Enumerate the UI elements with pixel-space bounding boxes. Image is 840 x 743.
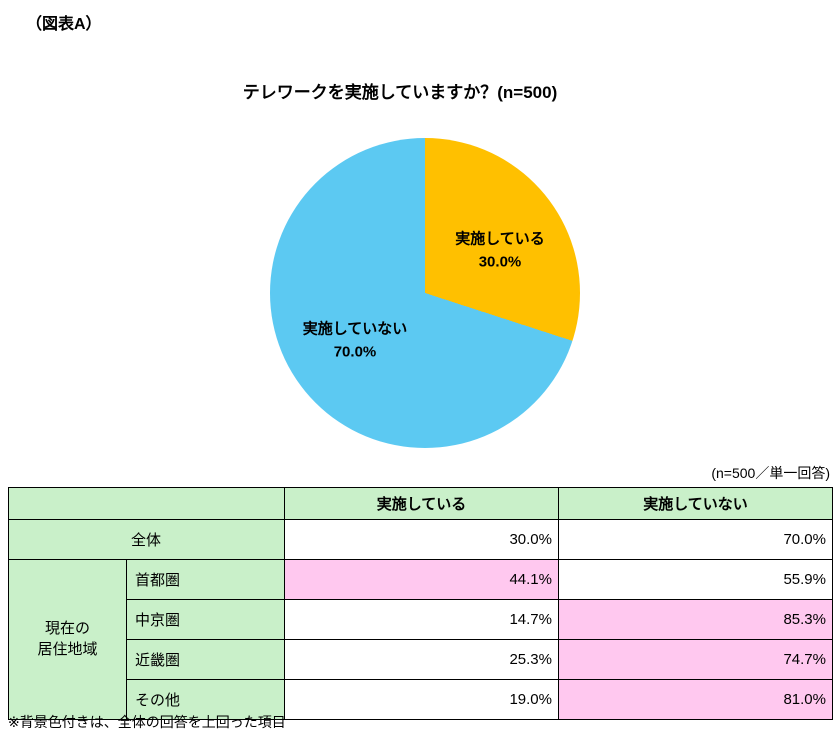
legend-note: ※背景色付きは、全体の回答を上回った項目 <box>8 714 286 730</box>
table-header-row: 実施している 実施していない <box>8 487 833 520</box>
table-row-region: 現在の 居住地域 首都圏 44.1% 55.9% <box>8 559 833 720</box>
cell-overall-no: 70.0% <box>558 519 833 560</box>
table-row-region: その他 19.0% 81.0% <box>9 679 833 720</box>
pie-chart: 実施している 30.0% 実施していない 70.0% <box>270 138 580 448</box>
cell-kinki-yes: 25.3% <box>284 639 559 680</box>
cell-kinki-no: 74.7% <box>558 639 833 680</box>
cell-other-no: 81.0% <box>558 679 833 720</box>
row-label-kinki: 近畿圏 <box>126 639 285 680</box>
pie-slice-no-name: 実施していない <box>302 320 408 338</box>
pie-slice-yes-value: 30.0% <box>478 253 522 270</box>
pie-slice-no-value: 70.0% <box>333 343 377 360</box>
table-row-region: 近畿圏 25.3% 74.7% <box>9 639 833 680</box>
table-row-overall: 全体 30.0% 70.0% <box>8 519 833 560</box>
table-row-region: 中京圏 14.7% 85.3% <box>9 599 833 640</box>
table-corner-cell <box>8 487 285 520</box>
cell-chukyo-no: 85.3% <box>558 599 833 640</box>
cell-chukyo-yes: 14.7% <box>284 599 559 640</box>
cell-shutoken-no: 55.9% <box>558 559 833 600</box>
results-table: 実施している 実施していない 全体 30.0% 70.0% 現在の 居住地域 首… <box>8 487 833 720</box>
row-label-shutoken: 首都圏 <box>126 559 285 600</box>
row-label-overall: 全体 <box>8 519 285 560</box>
pie-slice-label-yes: 実施している 30.0% <box>455 229 545 274</box>
row-label-chukyo: 中京圏 <box>126 599 285 640</box>
sample-size-note: (n=500／単一回答) <box>711 465 830 481</box>
pie-slice-label-no: 実施していない 70.0% <box>303 319 408 364</box>
cell-other-yes: 19.0% <box>284 679 559 720</box>
row-label-other: その他 <box>126 679 285 720</box>
pie-slice-yes-name: 実施している <box>455 230 545 248</box>
col-header-no: 実施していない <box>558 487 833 520</box>
cell-shutoken-yes: 44.1% <box>284 559 559 600</box>
col-header-yes: 実施している <box>284 487 559 520</box>
cell-overall-yes: 30.0% <box>284 519 559 560</box>
chart-title: テレワークを実施していますか？(n=500) <box>242 83 558 102</box>
group-label-region: 現在の 居住地域 <box>8 559 127 720</box>
figure-label: （図表A） <box>26 16 102 33</box>
